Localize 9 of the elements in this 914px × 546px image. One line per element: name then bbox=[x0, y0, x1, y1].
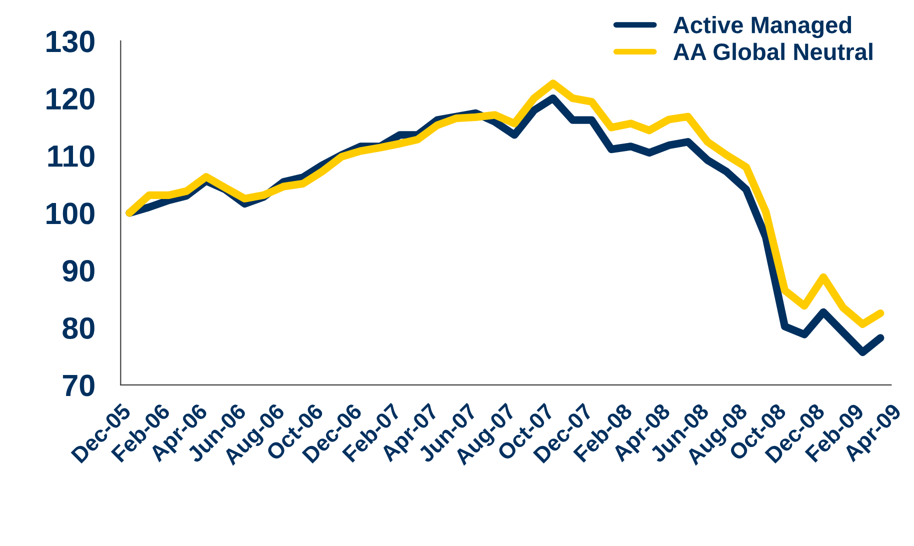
legend-label: AA Global Neutral bbox=[673, 42, 872, 60]
y-tick-label: 70 bbox=[62, 374, 94, 396]
y-tick-label: 90 bbox=[62, 260, 94, 282]
y-tick-label: 110 bbox=[48, 145, 94, 167]
y-tick-label: 130 bbox=[46, 30, 94, 52]
y-tick-label: 100 bbox=[46, 202, 94, 224]
legend-label: Active Managed bbox=[673, 16, 852, 38]
y-tick-label: 80 bbox=[62, 317, 94, 339]
y-tick-label: 120 bbox=[46, 88, 94, 110]
